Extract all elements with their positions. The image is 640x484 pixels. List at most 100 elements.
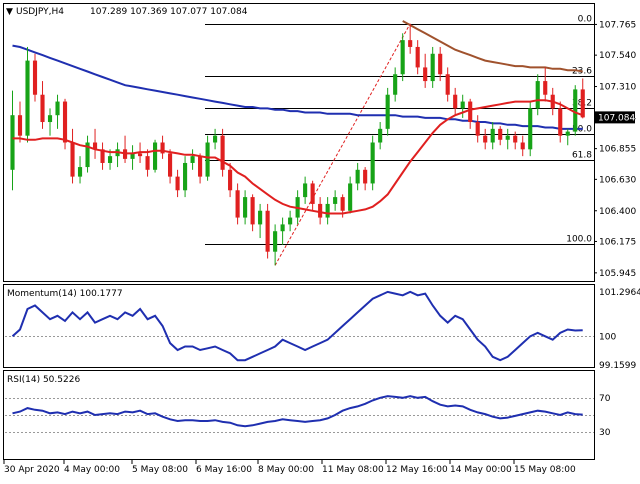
candle-body	[363, 169, 368, 184]
time-tick-label: 11 May 08:00	[322, 465, 384, 475]
ma-fast-line	[12, 99, 584, 215]
candle-body	[190, 156, 195, 163]
candle-body	[348, 183, 353, 211]
momentum-tick-label: 101.2964	[599, 288, 640, 298]
momentum-line	[11, 290, 583, 362]
candle-body	[340, 197, 345, 211]
rsi-tick-label: 30	[599, 428, 611, 438]
price-tick-label: 106.175	[599, 237, 636, 247]
price-tick-label: 107.540	[599, 51, 636, 61]
candle-body	[145, 156, 150, 170]
candle-body	[205, 142, 210, 177]
time-tick-label: 8 May 00:00	[258, 465, 314, 475]
candle-body	[445, 74, 450, 95]
candle-body	[490, 128, 495, 143]
momentum-tick-label: 99.1599	[599, 361, 636, 371]
candle-body	[378, 128, 383, 143]
candle-body	[175, 176, 180, 191]
candle-body	[153, 142, 158, 170]
ma-mid-line	[12, 44, 583, 130]
momentum-tick-label: 100	[599, 332, 616, 342]
candle-body	[107, 156, 113, 163]
price-tick-label: 106.630	[599, 175, 636, 185]
candle-body	[258, 210, 263, 225]
candle-body	[453, 94, 458, 109]
time-tick-label: 6 May 16:00	[196, 465, 252, 475]
candle-body	[460, 101, 465, 109]
candle-body	[400, 40, 405, 75]
candle-body	[355, 169, 360, 184]
candle-body	[100, 149, 105, 163]
candle-body	[543, 81, 548, 95]
candle-body	[273, 231, 278, 252]
candle-body	[168, 153, 173, 177]
fib-trend-line	[274, 23, 411, 266]
candle-body	[250, 197, 255, 225]
candle-body	[423, 67, 428, 82]
candle-body	[333, 197, 338, 204]
candle-body	[183, 162, 188, 191]
candle-body	[535, 81, 540, 109]
price-tick-label: 107.310	[599, 83, 636, 93]
candle-body	[505, 135, 510, 140]
candle-body	[160, 142, 165, 154]
candle-body	[475, 122, 480, 136]
current-price-label: 107.084	[598, 113, 635, 123]
rsi-title: RSI(14) 50.5226	[7, 375, 80, 385]
symbol-label: USDJPY,H4	[16, 7, 64, 17]
fib-level-label: 0.0	[578, 15, 593, 25]
axis-layer: 107.765 107.540 107.310 107.084 106.855 106.6…	[3, 20, 640, 475]
candle-body	[198, 156, 203, 177]
symbol-arrow-icon: ▼	[6, 7, 13, 17]
candle-body	[85, 142, 90, 168]
momentum-panel-frame	[3, 284, 595, 368]
candle-body	[70, 142, 75, 177]
main-panel-frame	[3, 3, 595, 282]
current-price-tag	[595, 111, 635, 124]
momentum-layer	[5, 290, 594, 362]
candle-body	[17, 115, 23, 136]
candle-body	[393, 74, 398, 95]
candle-body	[265, 210, 270, 252]
time-tick-label: 14 May 00:00	[450, 465, 512, 475]
price-tick-label: 107.765	[599, 20, 636, 30]
candle-body	[130, 153, 135, 159]
price-tick-label: 105.945	[599, 269, 636, 279]
candle-body	[408, 40, 413, 47]
rsi-layer	[5, 395, 594, 433]
candle-body	[243, 197, 248, 218]
candle-body	[520, 142, 525, 150]
candle-body	[77, 167, 83, 177]
rsi-tick-label: 70	[599, 394, 611, 404]
candle-body	[565, 131, 570, 136]
candle-body	[370, 142, 375, 184]
time-tick-label: 12 May 16:00	[386, 465, 448, 475]
candle-body	[303, 183, 308, 198]
fib-level-label: 100.0	[566, 235, 592, 245]
time-tick-label: 5 May 08:00	[132, 465, 188, 475]
candle-body	[235, 190, 240, 218]
candle-body	[430, 53, 435, 82]
candle-body	[228, 169, 233, 191]
candle-body	[310, 183, 315, 204]
candle-body	[468, 101, 473, 123]
rsi-line	[12, 395, 583, 428]
candle-body	[25, 60, 30, 136]
candle-body	[580, 89, 585, 118]
candle-body	[558, 108, 563, 136]
price-tick-label: 106.855	[599, 145, 636, 155]
candle-body	[220, 135, 225, 170]
ohlc-values: 107.289 107.369 107.077 107.084	[90, 7, 248, 17]
ma-slow-line	[402, 20, 583, 73]
candle-body	[528, 108, 533, 150]
candle-body	[10, 115, 15, 170]
candle-body	[288, 217, 293, 225]
candle-body	[47, 115, 53, 123]
candle-body	[62, 101, 68, 143]
price-tick-label: 106.400	[599, 207, 636, 217]
candle-body	[385, 94, 390, 129]
candle-body	[573, 89, 578, 132]
